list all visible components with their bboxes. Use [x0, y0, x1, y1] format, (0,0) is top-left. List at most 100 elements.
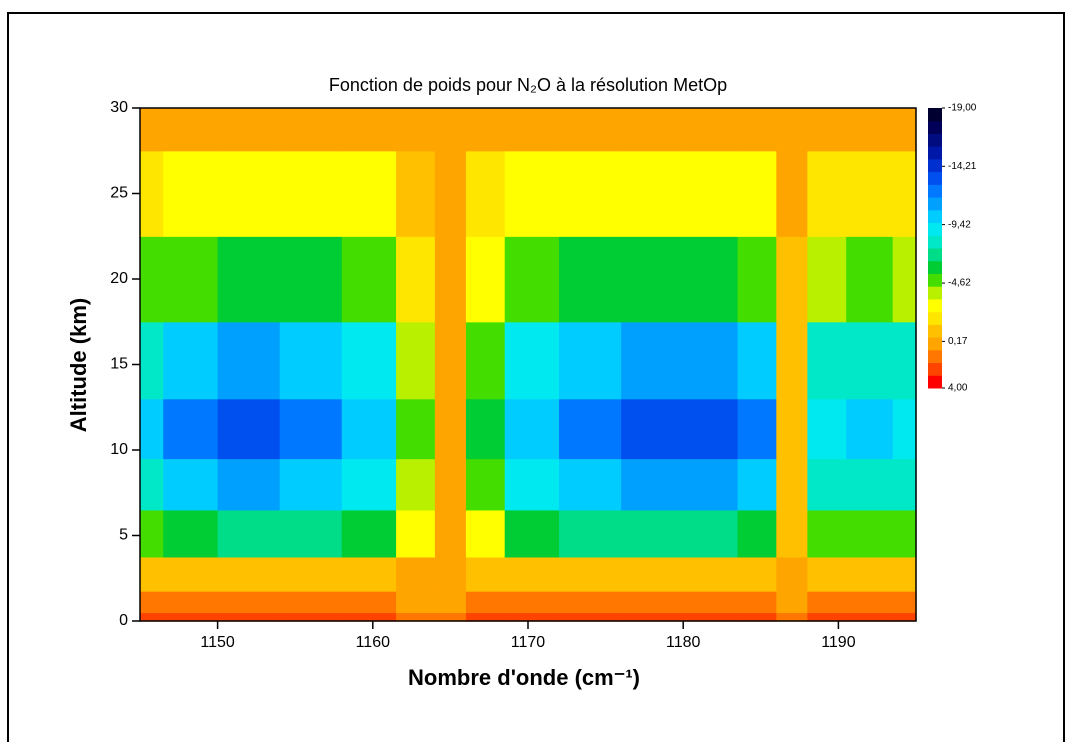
cell — [279, 398, 343, 460]
cell — [683, 458, 739, 511]
cell — [465, 150, 506, 237]
cell — [217, 398, 281, 460]
cell — [559, 509, 622, 558]
colorbar-band — [928, 133, 942, 147]
heatmap — [140, 108, 917, 622]
cell — [217, 556, 281, 592]
cell — [434, 458, 467, 511]
cell — [807, 321, 847, 400]
cell — [776, 150, 808, 237]
cell — [807, 591, 847, 614]
cell — [434, 556, 467, 592]
cell — [279, 509, 343, 558]
cell — [846, 556, 894, 592]
cell — [396, 591, 436, 614]
cell — [892, 591, 917, 614]
cell — [465, 591, 506, 614]
colorbar-label: -9,42 — [948, 219, 971, 230]
cell — [892, 398, 917, 460]
colorbar-band — [928, 260, 942, 274]
cell — [621, 591, 684, 614]
cell — [559, 236, 622, 323]
cell — [737, 458, 777, 511]
cell — [737, 556, 777, 592]
y-tick-label: 15 — [110, 356, 128, 373]
cell — [341, 398, 397, 460]
cell — [776, 321, 808, 400]
frame — [7, 12, 1065, 742]
cell — [341, 509, 397, 558]
cell — [140, 150, 164, 237]
colorbar-band — [928, 108, 942, 122]
cell — [621, 108, 684, 152]
cell — [465, 509, 506, 558]
cell — [504, 509, 560, 558]
cell — [504, 321, 560, 400]
cell — [163, 108, 219, 152]
cell — [807, 509, 847, 558]
cell — [434, 150, 467, 237]
cell — [396, 509, 436, 558]
cell — [217, 458, 281, 511]
cell — [217, 150, 281, 237]
colorbar-band — [928, 120, 942, 134]
cell — [163, 556, 219, 592]
cell — [341, 236, 397, 323]
cell — [279, 556, 343, 592]
cell — [776, 236, 808, 323]
y-axis-label: Altitude (km) — [66, 298, 91, 432]
x-tick-label: 1190 — [821, 634, 856, 651]
cell — [892, 458, 917, 511]
cell — [341, 108, 397, 152]
cell — [279, 458, 343, 511]
y-tick-label: 10 — [110, 441, 128, 458]
cell — [163, 612, 219, 622]
cell — [163, 150, 219, 237]
cell — [434, 509, 467, 558]
colorbar-label: -19,00 — [948, 103, 977, 114]
cell — [559, 150, 622, 237]
cell — [504, 458, 560, 511]
axes: 1150 1160 1170 1180 1190 0 5 10 15 20 25 30 -19,00 -1… — [110, 99, 977, 651]
cell — [396, 321, 436, 400]
cell — [683, 236, 739, 323]
cell — [737, 509, 777, 558]
colorbar-band — [928, 362, 942, 376]
cell — [846, 108, 894, 152]
cell — [892, 321, 917, 400]
cell — [465, 398, 506, 460]
cell — [140, 321, 164, 400]
cell — [163, 321, 219, 400]
cell — [807, 612, 847, 622]
y-tick-label: 0 — [119, 612, 128, 629]
cell — [846, 612, 894, 622]
colorbar-band — [928, 286, 942, 300]
cell — [737, 612, 777, 622]
cell — [279, 321, 343, 400]
cell — [683, 321, 739, 400]
colorbar-band — [928, 235, 942, 249]
cell — [807, 150, 847, 237]
x-axis-label: Nombre d'onde (cm⁻¹) — [408, 665, 640, 690]
cell — [559, 108, 622, 152]
cell — [341, 591, 397, 614]
cell — [217, 591, 281, 614]
cell — [683, 509, 739, 558]
colorbar-band — [928, 298, 942, 313]
colorbar-band — [928, 222, 942, 236]
cell — [504, 108, 560, 152]
cell — [807, 108, 847, 152]
cell — [807, 556, 847, 592]
cell — [465, 321, 506, 400]
cell — [217, 236, 281, 323]
colorbar-band — [928, 273, 942, 287]
colorbar-label: -14,21 — [948, 161, 977, 172]
colorbar-band — [928, 248, 942, 262]
cell — [559, 591, 622, 614]
cell — [892, 556, 917, 592]
cell — [892, 509, 917, 558]
cell — [341, 612, 397, 622]
cell — [559, 398, 622, 460]
x-tick-label: 1160 — [356, 634, 391, 651]
